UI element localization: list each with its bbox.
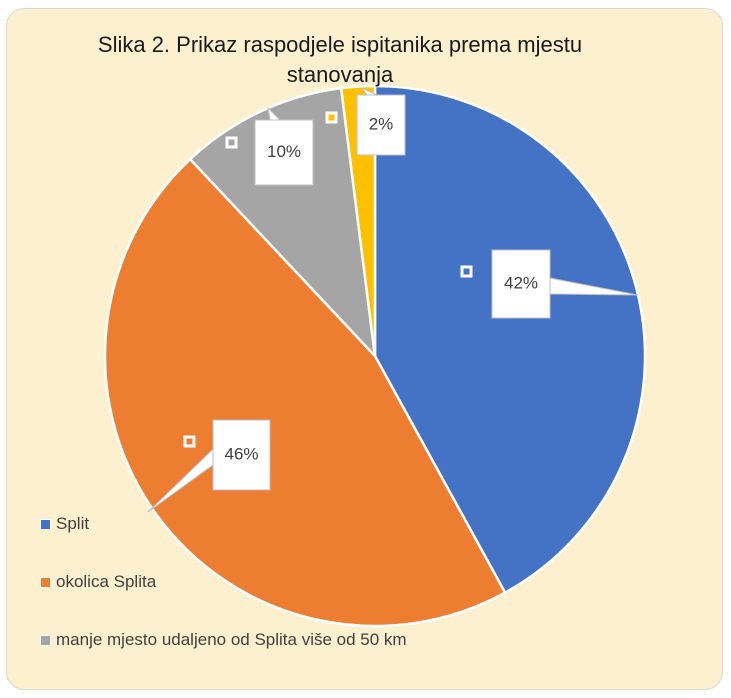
- legend: Split okolica Splita manje mjesto udaljeno…: [40, 512, 500, 686]
- label-box: [356, 94, 406, 156]
- legend-swatch: [40, 635, 51, 646]
- legend-item: manje mjesto udaljeno od Splita više od …: [40, 628, 500, 652]
- pie-slice: [103, 157, 507, 628]
- legend-label: okolica Splita: [56, 572, 157, 591]
- data-label: 2%: [369, 114, 394, 133]
- label-box: [212, 419, 271, 491]
- legend-label: Split: [56, 514, 90, 533]
- legend-item: okolica Splita: [40, 570, 500, 594]
- legend-label: manje mjesto udaljeno od Splita više od …: [56, 630, 407, 649]
- label-marker: [225, 136, 238, 149]
- chart-title: Slika 2. Prikaz raspodjele ispitanika pr…: [97, 32, 583, 87]
- pie-slice: [188, 86, 377, 360]
- label-box: [491, 249, 551, 319]
- legend-item: Split: [40, 512, 500, 536]
- legend-swatch: [40, 577, 51, 588]
- data-label: 42%: [504, 273, 538, 292]
- data-label: 10%: [267, 142, 301, 161]
- label-marker: [325, 111, 338, 124]
- label-marker: [183, 435, 196, 448]
- label-box: [254, 119, 314, 186]
- pie-slice: [373, 84, 647, 595]
- data-label: 46%: [224, 444, 258, 463]
- label-marker: [460, 265, 473, 278]
- legend-swatch: [40, 519, 51, 530]
